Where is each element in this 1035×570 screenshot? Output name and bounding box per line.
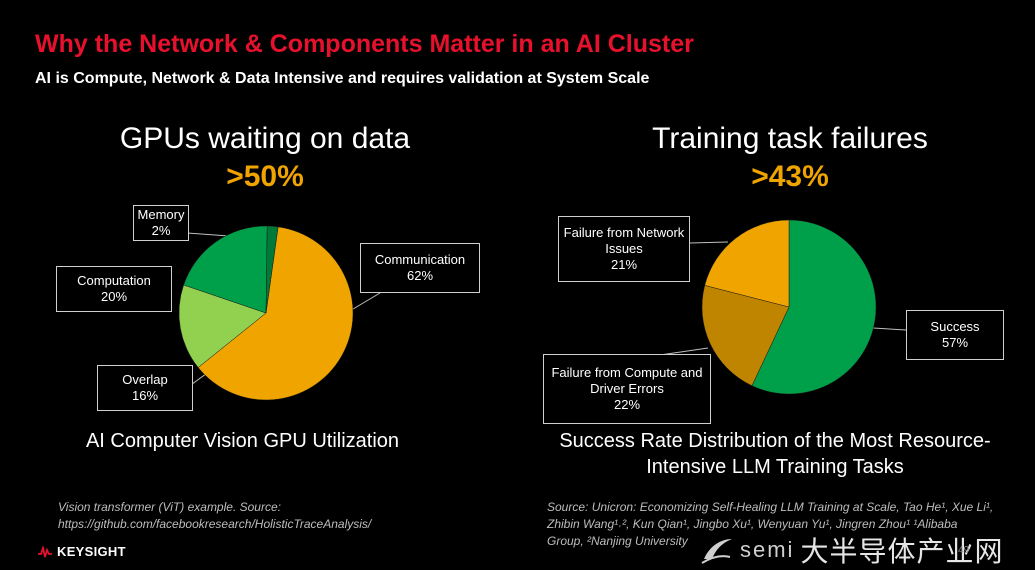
brand-name: KEYSIGHT <box>57 544 126 559</box>
left-panel-title: GPUs waiting on data <box>119 122 411 155</box>
callout-communication-value: 62% <box>406 268 434 283</box>
gpu-utilization-slice-computation <box>183 225 268 314</box>
semi-watermark: semi 大半导体产业网 <box>700 532 1035 567</box>
semi-swoosh-icon <box>701 538 732 564</box>
callout-computation-value: 20% <box>100 289 128 304</box>
callout-compute-label-1: Failure from Compute and <box>551 365 703 380</box>
watermark-cjk: 大半导体产业网 <box>800 535 1004 567</box>
leader-line-success <box>872 327 907 331</box>
right-panel-title: Training task failures <box>652 122 928 155</box>
right-panel-caption: Success Rate Distribution of the Most Re… <box>535 428 1015 480</box>
slide-subtitle: AI is Compute, Network & Data Intensive … <box>35 70 650 87</box>
left-panel-caption: AI Computer Vision GPU Utilization <box>85 430 400 452</box>
right-caption-line-2: Intensive LLM Training Tasks <box>646 456 904 478</box>
left-panel-stat: >50% <box>226 160 304 193</box>
page-number: 49 <box>958 545 970 556</box>
right-panel-stat: >43% <box>751 160 829 193</box>
training-tasks-slice-failure-from-compute-and-driver-errors <box>701 285 790 387</box>
callout-computation: Computation 20% <box>56 266 172 312</box>
gpu-utilization-slice-communication <box>197 226 354 401</box>
leader-line-memory <box>186 232 230 237</box>
callout-overlap: Overlap 16% <box>97 365 193 411</box>
left-source-note: Vision transformer (ViT) example. Source… <box>58 499 478 533</box>
callout-overlap-value: 16% <box>131 388 159 403</box>
training-tasks-slice-success <box>751 219 877 395</box>
right-source-line-3: Group, ²Nanjing University <box>547 534 688 548</box>
callout-network-label-2: Issues <box>605 241 643 256</box>
callout-network-failure: Failure from Network Issues 21% <box>558 216 690 282</box>
watermark-latin: semi <box>740 536 795 562</box>
keysight-wave-icon <box>38 545 52 557</box>
leader-line-network <box>689 241 729 244</box>
callout-communication-label: Communication <box>374 252 466 267</box>
left-source-line-2: https://github.com/facebookresearch/Holi… <box>58 517 372 531</box>
pie-chart-training-tasks <box>701 219 877 395</box>
keysight-logo: KEYSIGHT <box>38 544 126 559</box>
right-source-line-2: Zhibin Wang¹˒², Kun Qian¹, Jingbo Xu¹, W… <box>547 517 958 531</box>
callout-overlap-label: Overlap <box>122 372 168 387</box>
left-source-line-1: Vision transformer (ViT) example. Source… <box>58 500 281 514</box>
pie-chart-gpu-utilization <box>178 225 354 401</box>
callout-network-label-1: Failure from Network <box>563 225 685 240</box>
slide-title: Why the Network & Components Matter in a… <box>35 30 694 58</box>
leader-line-communication <box>347 292 381 313</box>
right-caption-line-1: Success Rate Distribution of the Most Re… <box>559 430 991 452</box>
callout-compute-label-2: Driver Errors <box>590 381 664 396</box>
callout-computation-label: Computation <box>77 273 151 288</box>
training-tasks-slice-failure-from-network-issues <box>704 219 790 308</box>
callout-success: Success 57% <box>906 310 1004 360</box>
callout-compute-value: 22% <box>613 397 641 412</box>
gpu-utilization-slice-memory <box>265 225 279 314</box>
callout-communication: Communication 62% <box>360 243 480 293</box>
right-source-line-1: Source: Unicron: Economizing Self-Healin… <box>547 500 994 514</box>
leader-line-compute <box>659 347 709 356</box>
callout-compute-failure: Failure from Compute and Driver Errors 2… <box>543 354 711 424</box>
callout-memory-label: Memory <box>137 207 185 222</box>
callout-network-value: 21% <box>610 257 638 272</box>
callout-memory: Memory 2% <box>133 205 189 241</box>
callout-memory-value: 2% <box>151 223 171 238</box>
callout-success-value: 57% <box>941 335 969 350</box>
callout-success-label: Success <box>930 319 980 334</box>
right-source-note: Source: Unicron: Economizing Self-Healin… <box>547 499 1017 550</box>
